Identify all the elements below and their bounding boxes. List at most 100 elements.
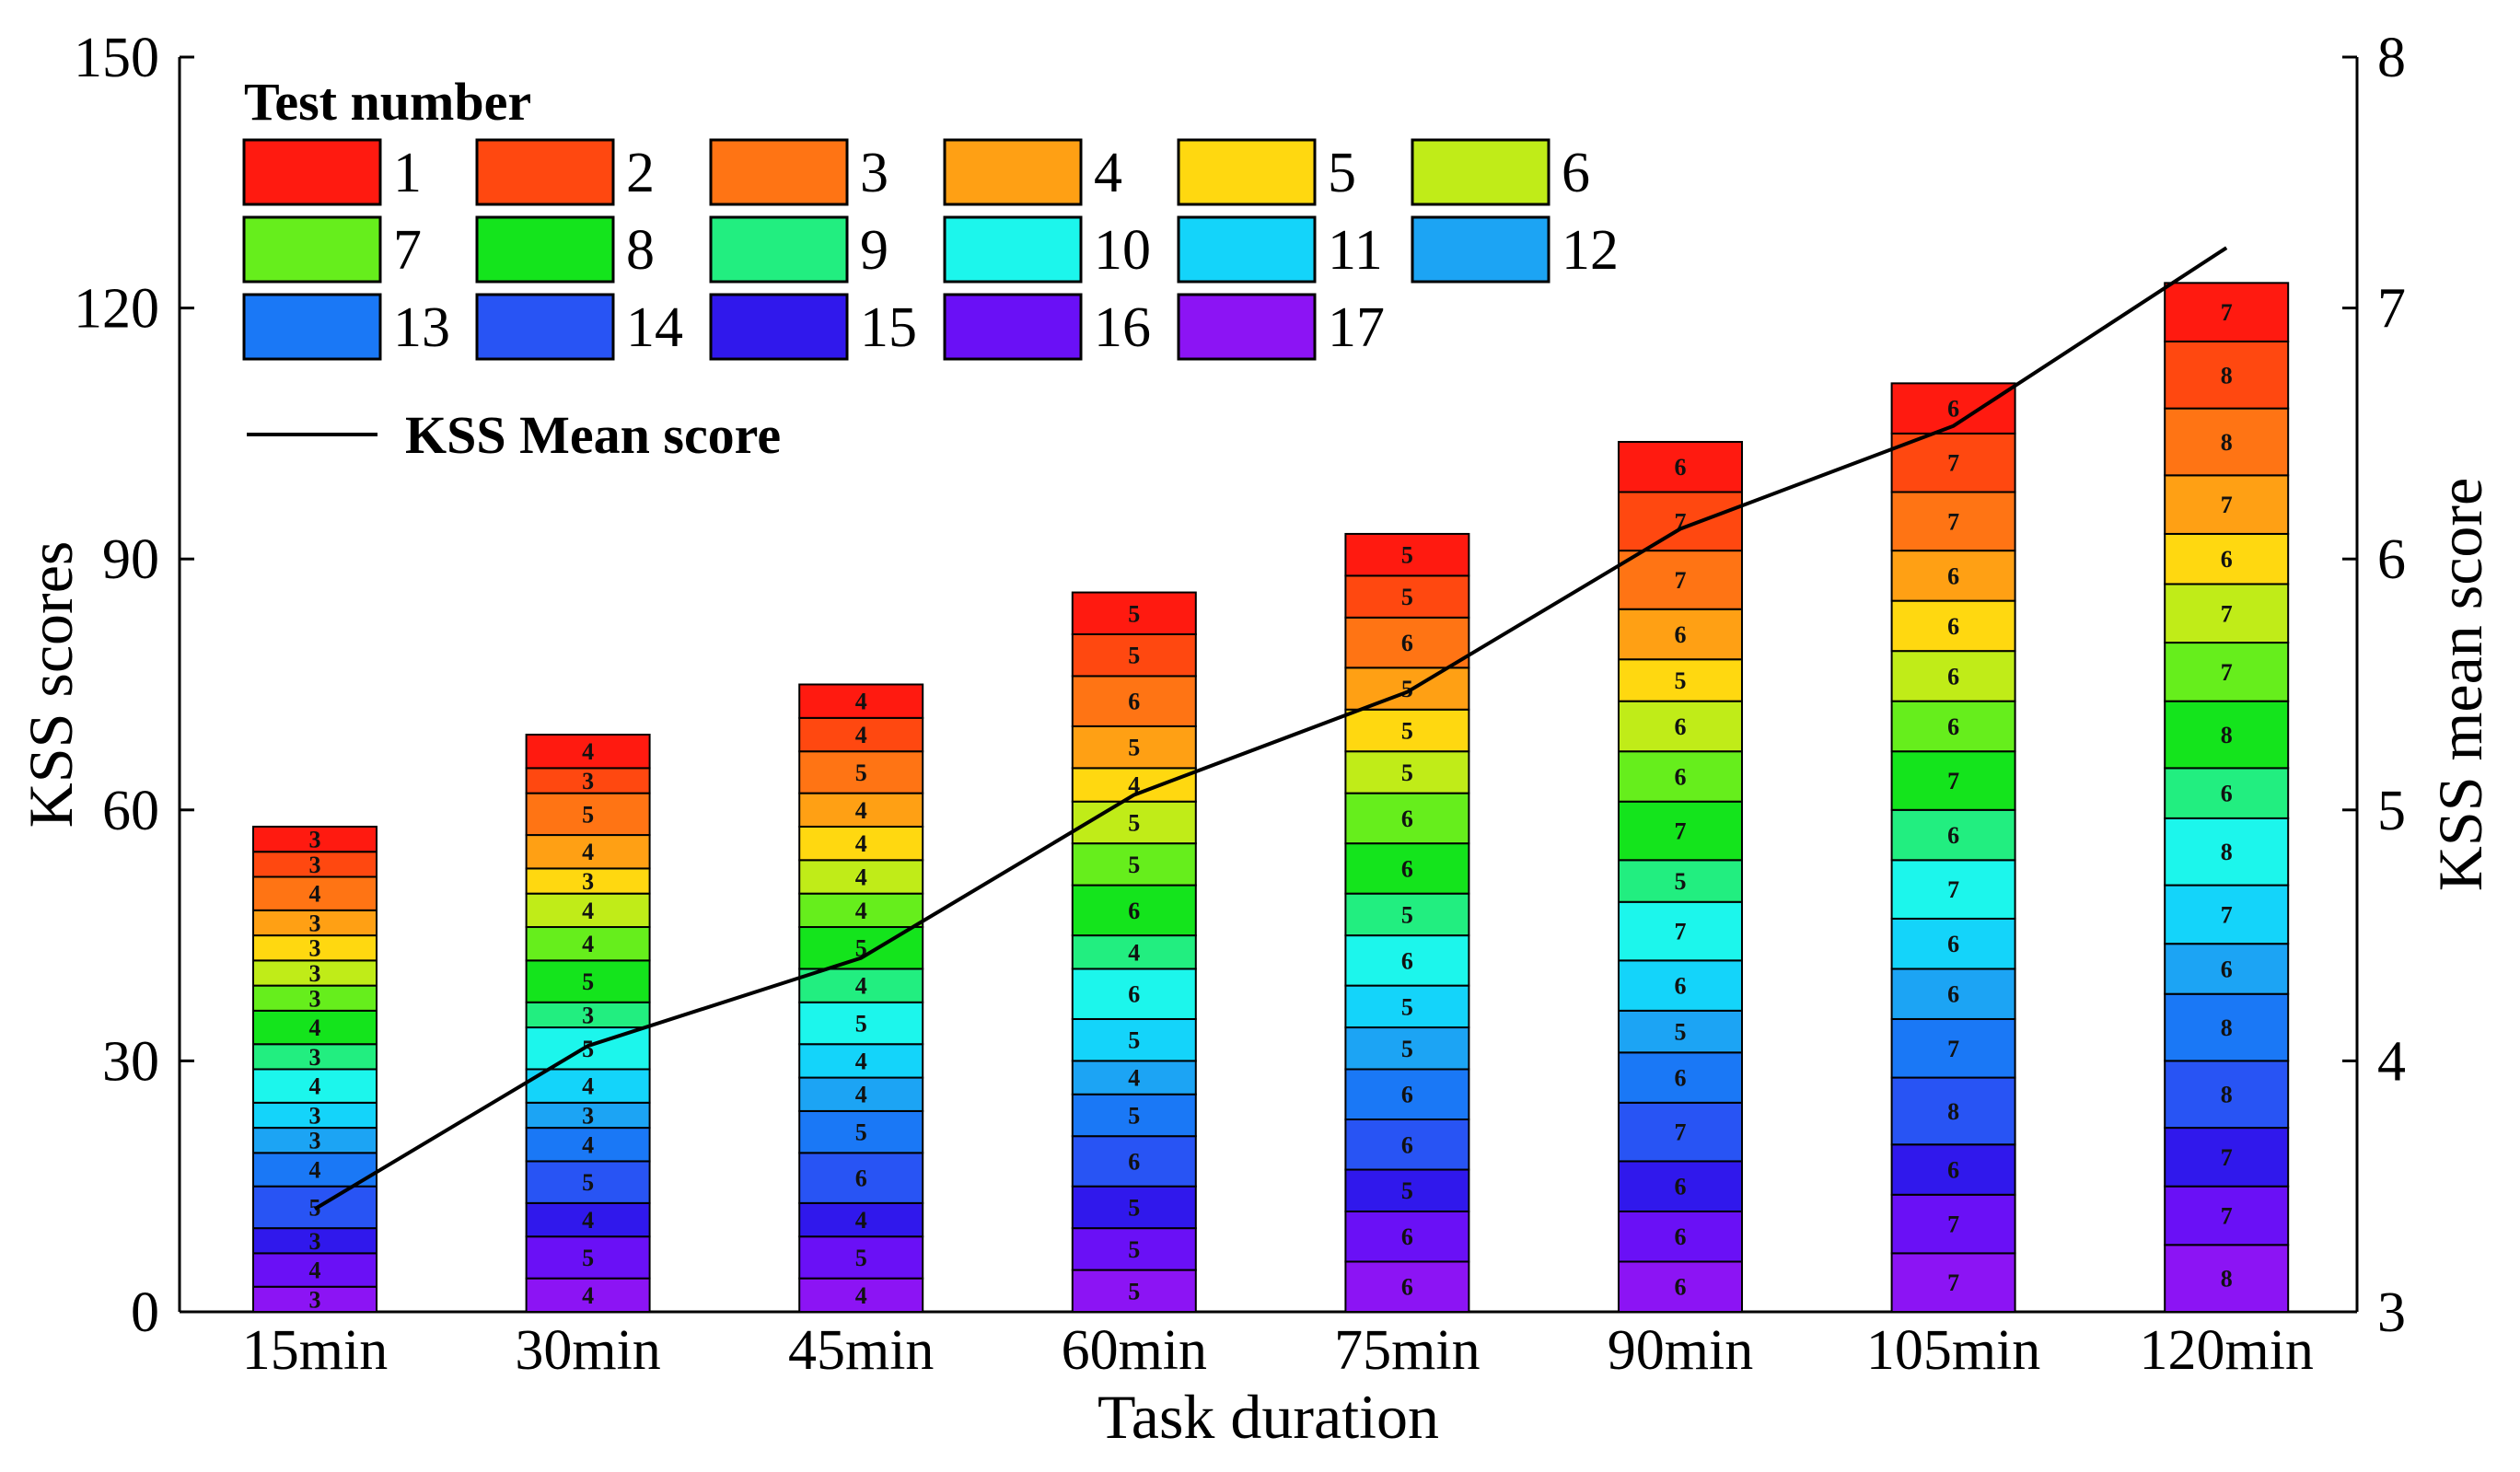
bar-segment-label: 5 — [1401, 542, 1413, 569]
bar-segment — [525, 1101, 651, 1130]
legend-label: 17 — [1328, 296, 1385, 359]
bar-segment-label: 4 — [855, 722, 867, 748]
legend-label: 4 — [1094, 142, 1122, 204]
bar-segment-label: 5 — [582, 1169, 594, 1196]
bar-segment — [1890, 859, 2016, 920]
bar-segment — [252, 851, 377, 878]
bar-segment — [1344, 532, 1470, 577]
x-tick-label: 105min — [1866, 1319, 2040, 1382]
x-tick-label: 30min — [515, 1319, 660, 1382]
bar-segment — [1071, 884, 1197, 937]
bar-segment — [1618, 550, 1743, 610]
legend-item: 11 — [1177, 215, 1383, 284]
bar-segment — [525, 1201, 651, 1238]
bar-segment — [798, 750, 924, 794]
legend-swatch — [709, 293, 849, 361]
legend-label: 1 — [393, 142, 422, 204]
legend-swatch — [1411, 215, 1550, 284]
bar-segment-label: 7 — [2221, 600, 2233, 627]
y2-tick-label: 8 — [2377, 27, 2406, 89]
bar-segment — [252, 959, 377, 987]
bar-segment-label: 4 — [309, 1073, 321, 1100]
bar-segment — [1890, 491, 2016, 552]
bar-segment-label: 4 — [855, 689, 867, 715]
bar-segment — [525, 734, 651, 770]
bar-segment — [1344, 708, 1470, 753]
bar-segment — [1618, 900, 1743, 962]
bar-segment — [798, 792, 924, 828]
bar-segment — [1890, 1193, 2016, 1255]
bar-segment — [1071, 934, 1197, 970]
bar-segment — [1890, 1017, 2016, 1079]
bar-segment-label: 4 — [1128, 939, 1140, 966]
bar-segment — [1890, 700, 2016, 753]
bar-segment — [1071, 724, 1197, 770]
bar-segment-label: 5 — [1401, 759, 1413, 786]
bar-segment — [525, 1235, 651, 1280]
legend-swatch — [1177, 215, 1317, 284]
bar-segment-label: 3 — [309, 1286, 321, 1313]
bar-segment — [2164, 1185, 2290, 1246]
y-tick-label: 0 — [131, 1281, 159, 1344]
bar-segment-label: 7 — [1675, 567, 1687, 594]
legend-item: 9 — [709, 215, 888, 284]
bar-segment-label: 4 — [582, 1131, 594, 1158]
bar-segment — [525, 926, 651, 962]
bar-segment — [252, 1101, 377, 1130]
legend-label: 8 — [626, 219, 655, 282]
bar-segment-label: 6 — [1675, 1223, 1687, 1250]
bar-segment-label: 3 — [309, 985, 321, 1012]
legend-swatch — [1411, 138, 1550, 206]
legend-swatch — [475, 293, 615, 361]
bar-segment-label: 8 — [2221, 429, 2233, 456]
bar-segment-label: 8 — [2221, 1014, 2233, 1041]
bar-segment — [2164, 282, 2290, 342]
bar-segment-label: 3 — [309, 1128, 321, 1154]
bar-segment — [252, 909, 377, 937]
bar-segment-label: 5 — [1401, 584, 1413, 610]
bar-segment — [252, 934, 377, 962]
bar-segment-label: 8 — [1947, 1098, 1959, 1125]
bar-segment-label: 3 — [309, 960, 321, 987]
bar-segment — [1890, 650, 2016, 702]
x-tick-label: 75min — [1334, 1319, 1480, 1382]
bar-segment — [798, 859, 924, 895]
legend-swatch — [943, 138, 1083, 206]
bar-segment — [252, 1068, 377, 1104]
y2-tick-label: 5 — [2377, 780, 2406, 842]
legend-swatch — [709, 215, 849, 284]
bar-segment-label: 3 — [309, 1228, 321, 1255]
bar-segment-label: 7 — [2221, 492, 2233, 518]
legend-line-label: KSS Mean score — [405, 405, 781, 465]
bar-segment — [1071, 968, 1197, 1020]
bar-segment — [252, 1043, 377, 1071]
bar-segment — [2164, 992, 2290, 1062]
bar-segment-label: 7 — [1947, 1036, 1959, 1062]
bar-segment-label: 7 — [1675, 1119, 1687, 1146]
bar-segment-label: 6 — [1128, 898, 1140, 924]
legend-label: 5 — [1328, 142, 1356, 204]
bar-segment-label: 5 — [1128, 1102, 1140, 1129]
bar-segment-label: 4 — [309, 1258, 321, 1284]
bar-segment — [1618, 608, 1743, 661]
bar-segment — [525, 834, 651, 870]
bar-segment — [798, 1109, 924, 1154]
mean-line — [313, 246, 2228, 1211]
legend-item: 5 — [1177, 138, 1356, 206]
bar-segment — [252, 1252, 377, 1288]
bar-segment-label: 6 — [1675, 1065, 1687, 1092]
bar-segment-label: 5 — [855, 1245, 867, 1271]
bar-segment-label: 7 — [2221, 901, 2233, 928]
y-tick-label: 150 — [74, 27, 159, 89]
bar-segment — [1344, 616, 1470, 669]
bar-segment — [1890, 1076, 2016, 1146]
bar-segment-label: 6 — [1401, 1082, 1413, 1108]
bar-segment-label: 4 — [582, 738, 594, 765]
legend-swatch — [475, 215, 615, 284]
bar-segment — [1071, 1060, 1197, 1095]
y2-tick-label: 6 — [2377, 528, 2406, 591]
bar-segment-label: 6 — [855, 1165, 867, 1192]
bar-segment-label: 8 — [2221, 839, 2233, 865]
legend-item: 2 — [475, 138, 655, 206]
bar-segment — [1890, 550, 2016, 602]
